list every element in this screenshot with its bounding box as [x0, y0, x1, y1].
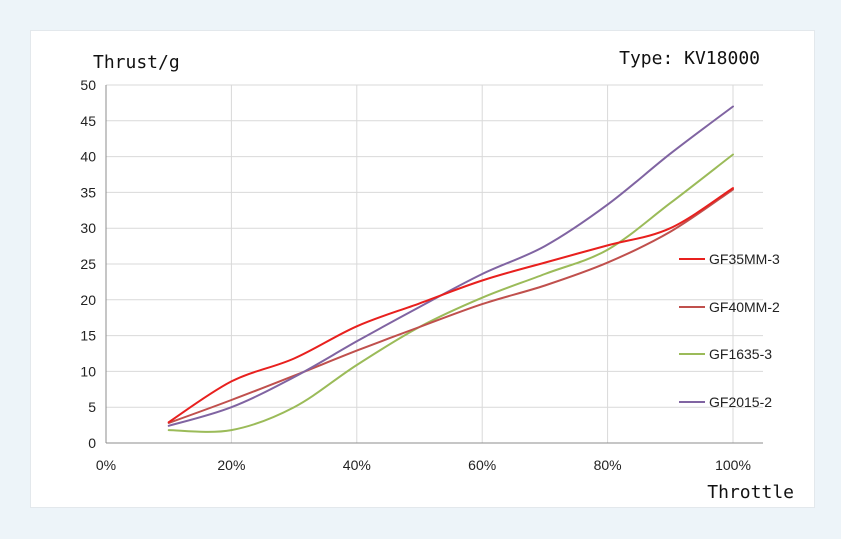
y-tick-label: 5	[88, 399, 96, 415]
y-tick-label: 0	[88, 435, 96, 451]
x-tick-label: 100%	[715, 457, 751, 473]
y-tick-label: 10	[80, 363, 96, 379]
y-axis-label: Thrust/g	[93, 52, 180, 73]
x-tick-label: 20%	[217, 457, 245, 473]
x-tick-label: 60%	[468, 457, 496, 473]
chart-title: Type: KV18000	[619, 48, 760, 69]
x-tick-label: 80%	[594, 457, 622, 473]
y-tick-label: 45	[80, 113, 96, 129]
y-tick-label: 15	[80, 328, 96, 344]
y-tick-label: 20	[80, 292, 96, 308]
y-tick-label: 25	[80, 256, 96, 272]
series-line-gf40mm-2	[167, 188, 734, 424]
x-tick-label: 0%	[96, 457, 116, 473]
series-line-gf1635-3	[167, 153, 734, 433]
y-tick-label: 40	[80, 149, 96, 165]
legend-label: GF2015-2	[709, 394, 772, 410]
y-tick-label: 50	[80, 77, 96, 93]
legend-label: GF1635-3	[709, 346, 772, 362]
y-tick-label: 35	[80, 184, 96, 200]
legend-label: GF40MM-2	[709, 299, 780, 315]
chart-frame	[30, 30, 815, 508]
y-tick-label: 30	[80, 220, 96, 236]
series-line-gf35mm-3	[167, 187, 734, 424]
series-line-gf2015-2	[167, 105, 734, 427]
legend-label: GF35MM-3	[709, 251, 780, 267]
x-axis-label: Throttle	[707, 482, 794, 503]
x-tick-label: 40%	[343, 457, 371, 473]
